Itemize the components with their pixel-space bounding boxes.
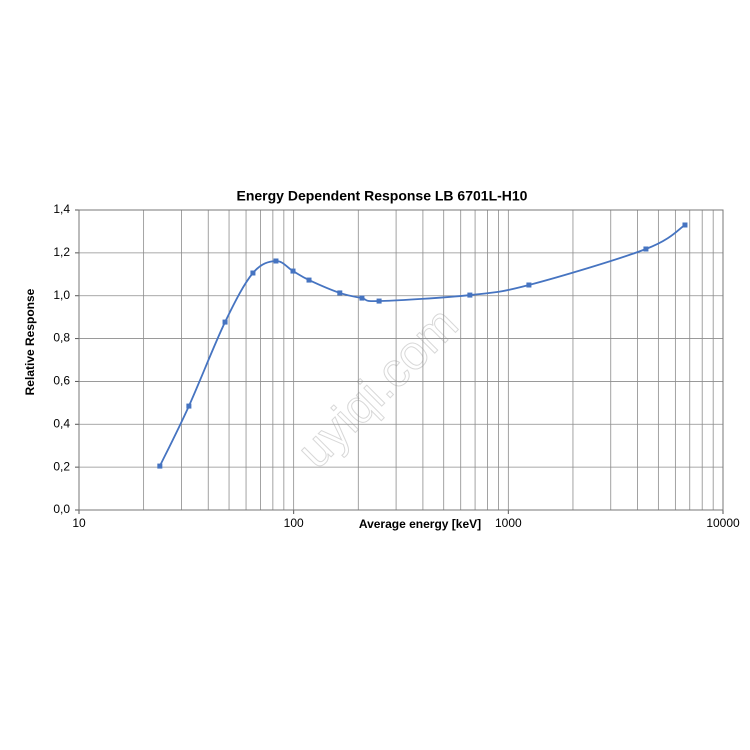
chart-title: Energy Dependent Response LB 6701L-H10 — [237, 188, 528, 204]
y-tick-label: 0,2 — [53, 459, 70, 473]
data-point — [682, 222, 688, 228]
data-point — [273, 258, 279, 264]
y-tick-label: 0,8 — [53, 331, 70, 345]
data-point — [467, 292, 473, 298]
y-axis-label: Relative Response — [23, 288, 37, 395]
data-point — [337, 290, 343, 296]
data-point — [376, 298, 382, 304]
data-point — [186, 403, 192, 409]
y-tick-label: 0,0 — [53, 502, 70, 516]
y-tick-label: 0,4 — [53, 416, 70, 430]
plot-frame — [78, 209, 724, 511]
y-tick-label: 1,4 — [53, 202, 70, 216]
data-point — [526, 282, 532, 288]
data-point — [222, 319, 228, 325]
y-tick-label: 1,2 — [53, 245, 70, 259]
x-tick-label: 1000 — [495, 516, 522, 530]
data-point — [359, 295, 365, 301]
x-tick-label: 10000 — [706, 516, 740, 530]
data-point — [250, 270, 256, 276]
x-tick-label: 100 — [284, 516, 304, 530]
y-tick-label: 0,6 — [53, 374, 70, 388]
x-axis-label: Average energy [keV] — [359, 517, 481, 531]
data-point — [643, 246, 649, 252]
data-point — [306, 277, 312, 283]
y-tick-label: 1,0 — [53, 288, 70, 302]
data-point — [157, 463, 163, 469]
x-tick-label: 10 — [72, 516, 86, 530]
data-point — [290, 268, 296, 274]
